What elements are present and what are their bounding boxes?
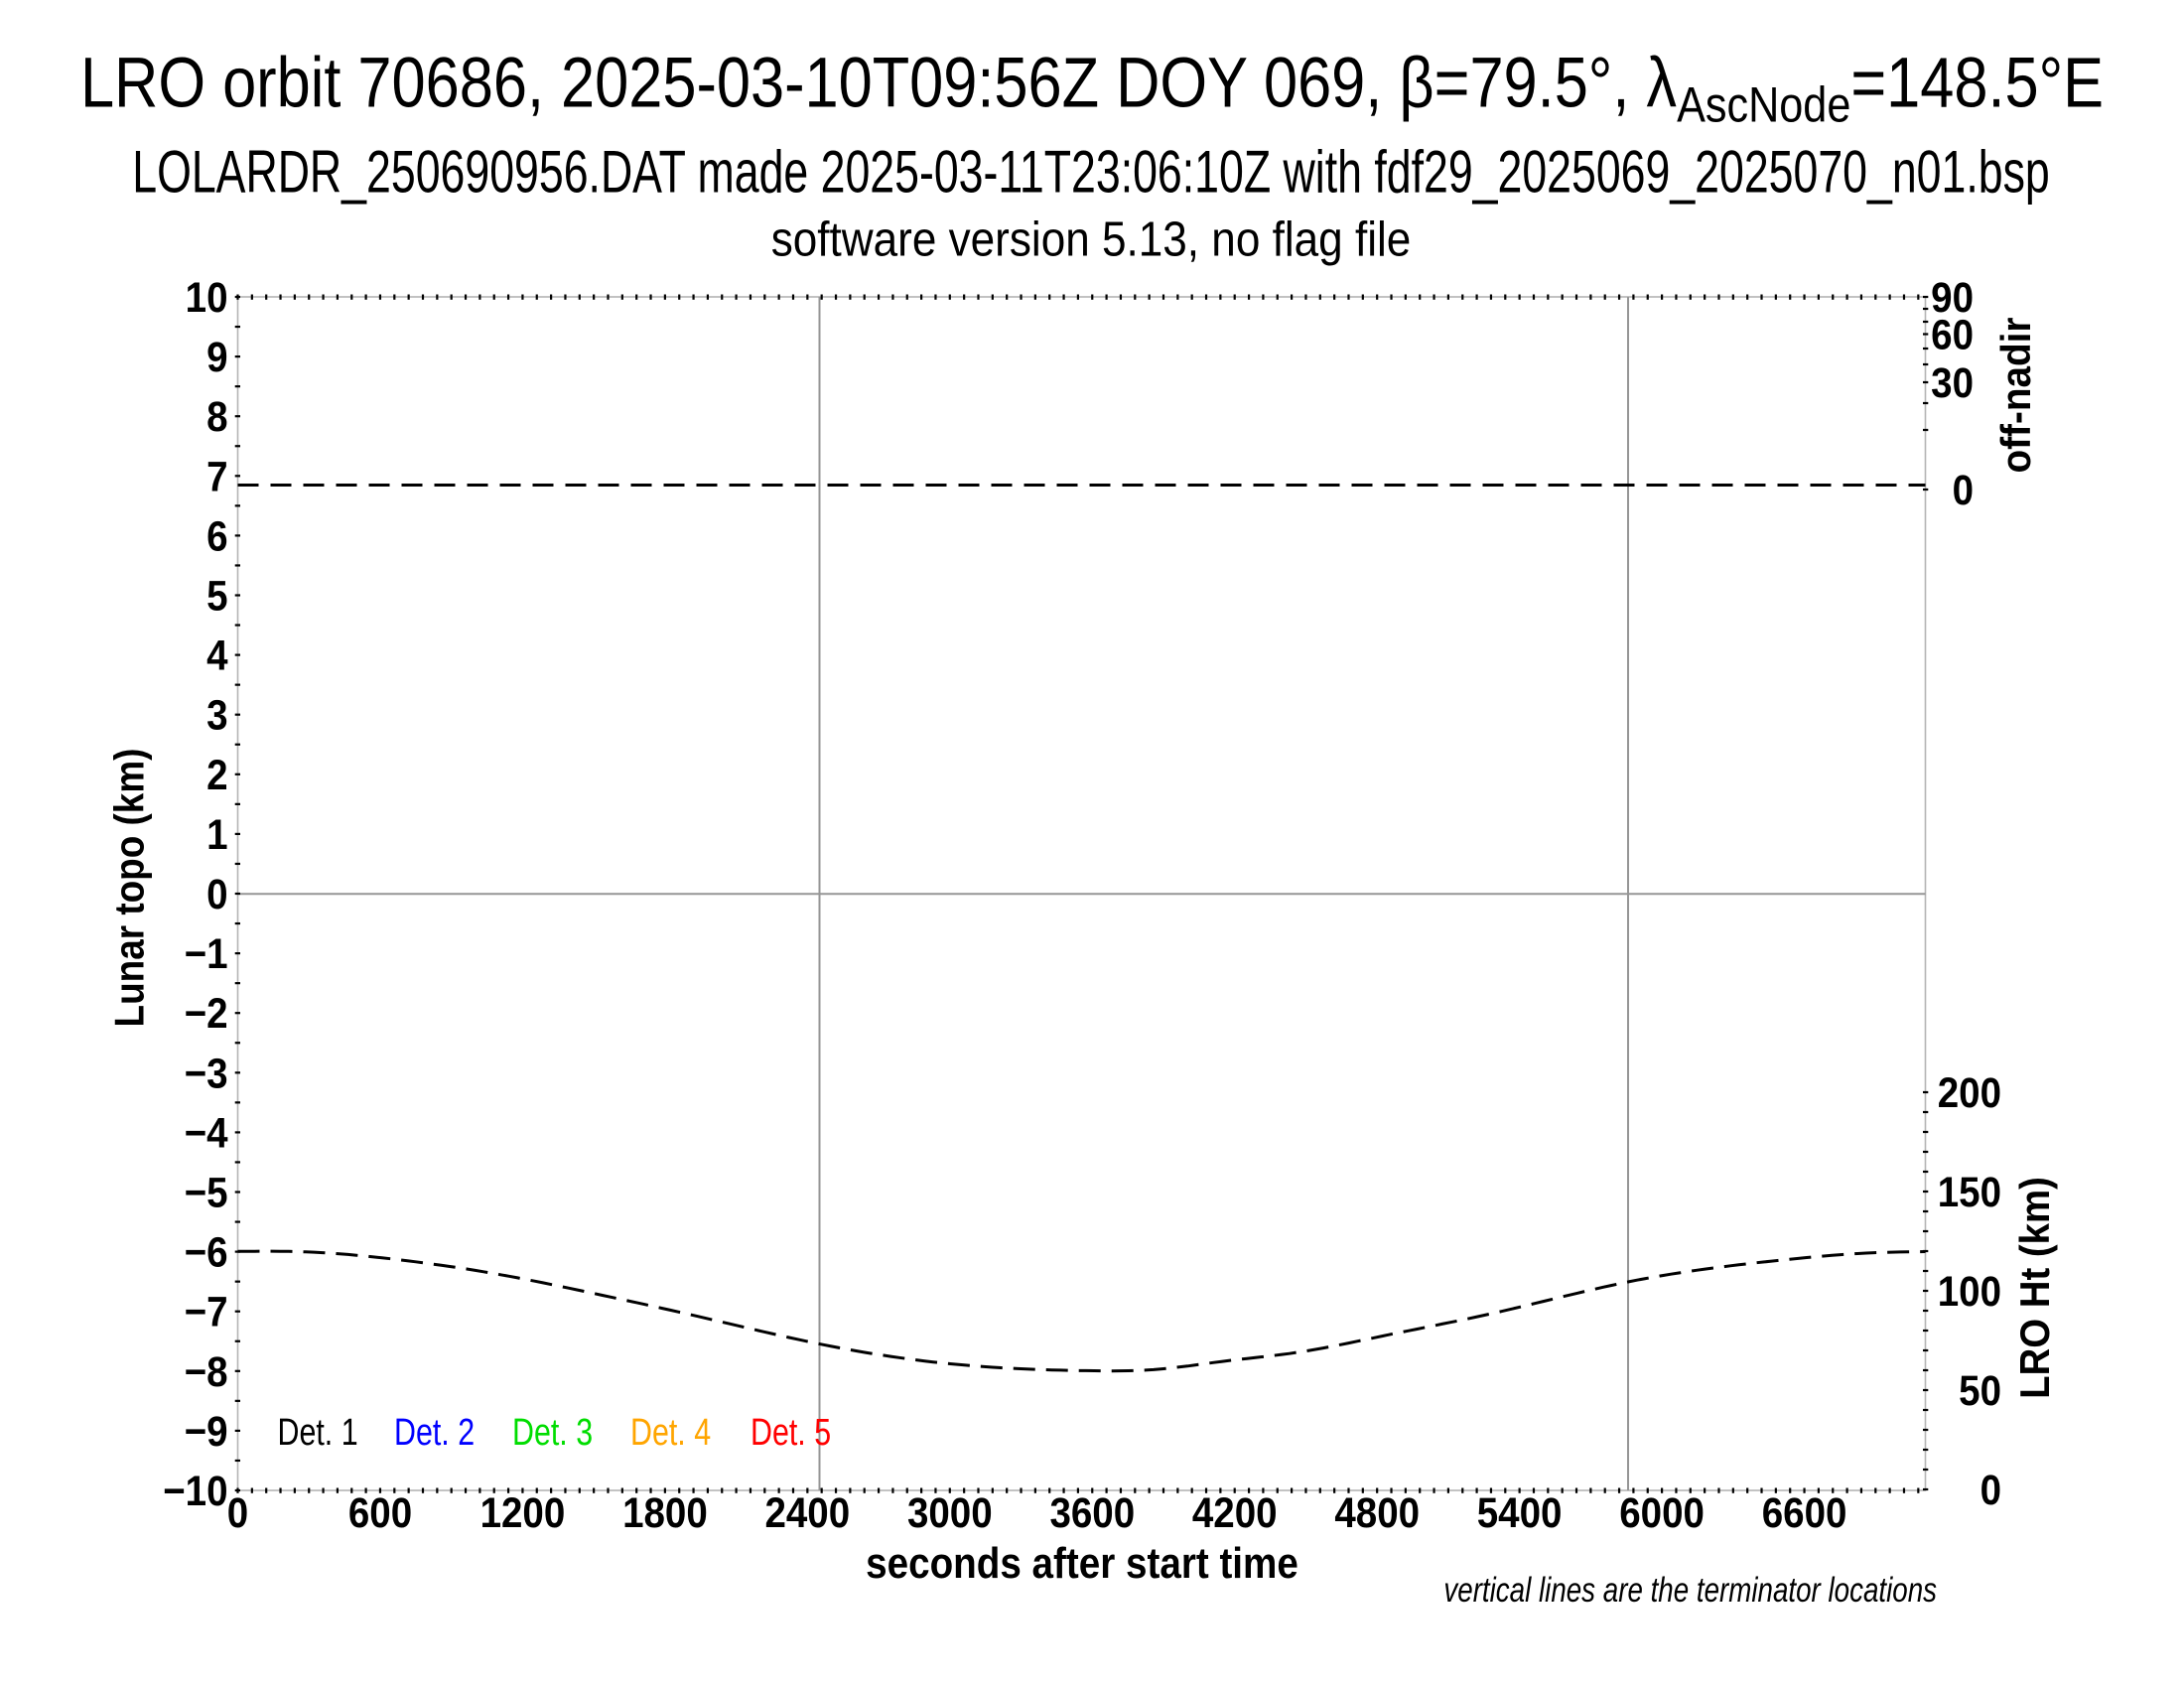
svg-text:−10: −10 — [163, 1467, 227, 1514]
svg-text:3: 3 — [206, 691, 227, 739]
svg-text:2: 2 — [206, 751, 227, 798]
svg-text:−8: −8 — [185, 1347, 228, 1395]
svg-text:90: 90 — [1931, 273, 1974, 321]
svg-text:−3: −3 — [185, 1049, 228, 1096]
svg-text:200: 200 — [1938, 1068, 2001, 1116]
svg-text:4: 4 — [206, 632, 228, 679]
svg-text:vertical lines are the termina: vertical lines are the terminator locati… — [1443, 1570, 1937, 1610]
svg-text:−1: −1 — [185, 929, 228, 977]
svg-text:0: 0 — [227, 1488, 248, 1536]
svg-text:50: 50 — [1959, 1366, 2001, 1414]
svg-text:0: 0 — [1953, 466, 1974, 513]
svg-text:off-nadir: off-nadir — [1992, 317, 2040, 473]
svg-text:4200: 4200 — [1192, 1488, 1278, 1536]
svg-text:3000: 3000 — [907, 1488, 993, 1536]
svg-text:Det. 1: Det. 1 — [278, 1412, 358, 1454]
svg-text:8: 8 — [206, 392, 227, 440]
svg-text:−7: −7 — [185, 1288, 228, 1336]
svg-text:10: 10 — [186, 273, 228, 321]
svg-text:100: 100 — [1938, 1267, 2001, 1315]
svg-text:LRO Ht (km): LRO Ht (km) — [2011, 1177, 2058, 1399]
svg-text:Det. 4: Det. 4 — [630, 1412, 711, 1454]
svg-text:2400: 2400 — [764, 1488, 850, 1536]
svg-text:7: 7 — [206, 452, 227, 499]
svg-text:seconds after start time: seconds after start time — [866, 1539, 1298, 1588]
svg-text:−4: −4 — [185, 1108, 228, 1156]
svg-text:0: 0 — [1980, 1466, 2001, 1513]
svg-text:−5: −5 — [185, 1169, 228, 1216]
svg-text:−9: −9 — [185, 1407, 228, 1455]
svg-text:30: 30 — [1931, 358, 1974, 406]
svg-text:5: 5 — [206, 572, 227, 620]
svg-text:6000: 6000 — [1619, 1488, 1705, 1536]
svg-text:1200: 1200 — [480, 1488, 566, 1536]
svg-text:−6: −6 — [185, 1228, 228, 1276]
svg-text:6: 6 — [206, 511, 227, 559]
svg-text:software version 5.13, no flag: software version 5.13, no flag file — [771, 211, 1412, 266]
svg-text:3600: 3600 — [1049, 1488, 1135, 1536]
svg-text:Det. 3: Det. 3 — [512, 1412, 593, 1454]
svg-text:600: 600 — [348, 1488, 412, 1536]
svg-text:1800: 1800 — [622, 1488, 708, 1536]
svg-text:5400: 5400 — [1477, 1488, 1563, 1536]
svg-text:0: 0 — [206, 870, 227, 917]
svg-text:4800: 4800 — [1334, 1488, 1420, 1536]
svg-text:Det. 2: Det. 2 — [394, 1412, 475, 1454]
svg-text:9: 9 — [206, 333, 227, 380]
svg-text:Lunar topo (km): Lunar topo (km) — [106, 749, 153, 1028]
svg-text:1: 1 — [206, 810, 227, 858]
svg-text:60: 60 — [1931, 311, 1974, 358]
svg-text:150: 150 — [1938, 1168, 2001, 1215]
svg-text:6600: 6600 — [1762, 1488, 1847, 1536]
svg-text:Det. 5: Det. 5 — [751, 1412, 831, 1454]
svg-text:−2: −2 — [185, 989, 228, 1037]
svg-text:LOLARDR_250690956.DAT made 202: LOLARDR_250690956.DAT made 2025-03-11T23… — [132, 139, 2050, 206]
